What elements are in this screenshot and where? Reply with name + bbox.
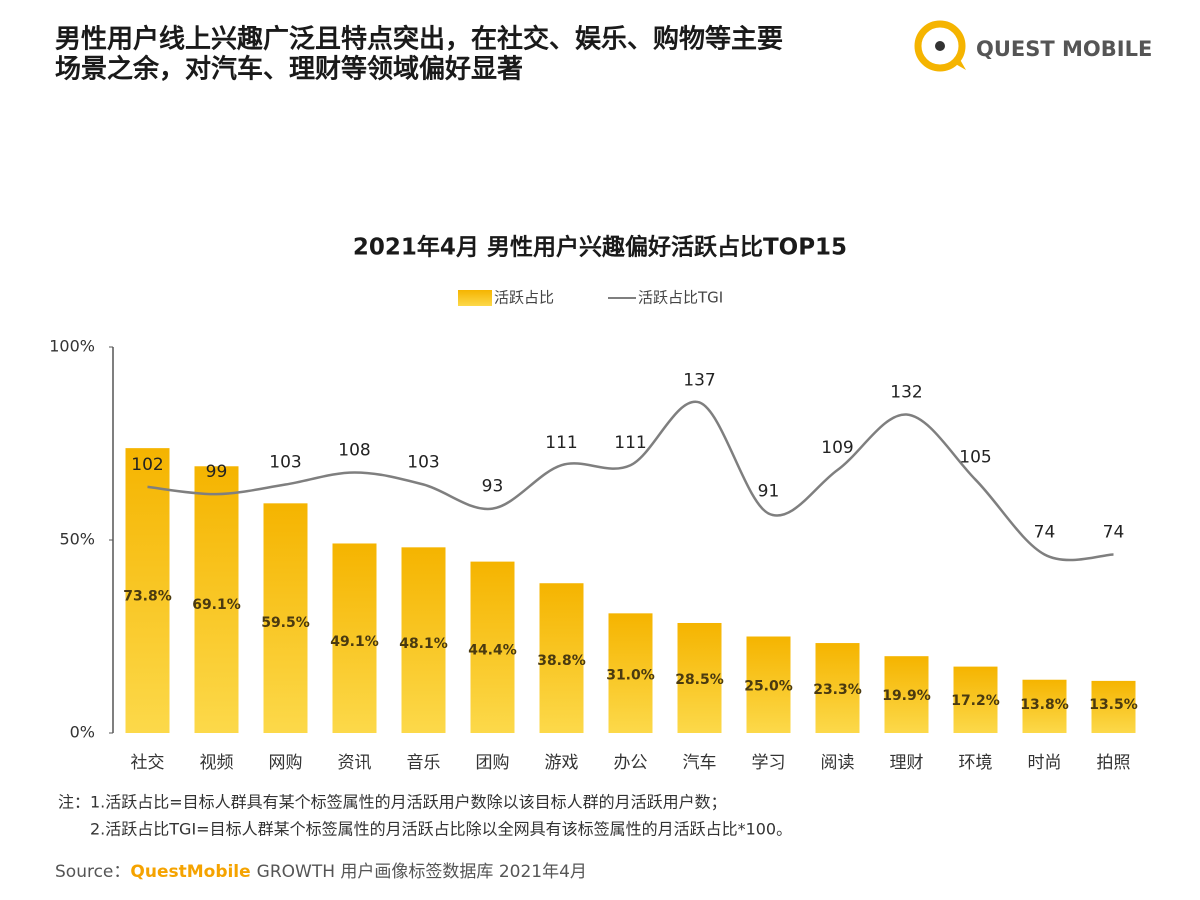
y-tick-label: 50% xyxy=(59,530,95,549)
logo-text: QUEST MOBILE xyxy=(976,37,1152,61)
x-tick-label: 理财 xyxy=(890,753,924,773)
bar-value-label: 59.5% xyxy=(261,615,310,631)
page-title: 场景之余，对汽车、理财等领域偏好显著 xyxy=(55,54,523,85)
bar xyxy=(539,583,584,733)
bar-value-label: 25.0% xyxy=(744,679,793,695)
bar-value-label: 44.4% xyxy=(468,643,517,659)
bar-value-label: 13.8% xyxy=(1020,697,1069,713)
logo-icon xyxy=(914,20,966,72)
bar xyxy=(1091,680,1136,733)
x-tick-label: 社交 xyxy=(131,753,165,773)
bar-value-label: 69.1% xyxy=(192,597,241,613)
bar-value-label: 48.1% xyxy=(399,636,448,652)
line-value-label: 74 xyxy=(1103,522,1125,542)
line-value-label: 99 xyxy=(206,462,228,482)
line-value-label: 103 xyxy=(407,453,439,473)
x-tick-label: 拍照 xyxy=(1097,753,1131,773)
x-tick-label: 时尚 xyxy=(1028,753,1062,773)
bar xyxy=(332,543,377,733)
bar xyxy=(953,666,998,733)
y-tick-label: 0% xyxy=(70,723,95,742)
line-value-label: 103 xyxy=(269,453,301,473)
line-value-label: 91 xyxy=(758,481,780,501)
bar xyxy=(677,622,722,733)
x-tick-label: 资讯 xyxy=(338,753,372,773)
bar xyxy=(194,466,239,733)
x-tick-label: 团购 xyxy=(476,753,510,773)
note: 注：1.活跃占比=目标人群具有某个标签属性的月活跃用户数除以该目标人群的月活跃用… xyxy=(58,793,727,812)
bar-value-label: 38.8% xyxy=(537,653,586,669)
line-value-label: 105 xyxy=(959,448,991,468)
x-tick-label: 环境 xyxy=(959,753,993,773)
bar-value-label: 17.2% xyxy=(951,693,1000,709)
line-value-label: 102 xyxy=(131,455,163,475)
bar-value-label: 23.3% xyxy=(813,682,862,698)
line-value-label: 108 xyxy=(338,440,370,460)
bar-value-label: 31.0% xyxy=(606,668,655,684)
x-tick-label: 游戏 xyxy=(545,753,579,773)
line-value-label: 93 xyxy=(482,477,504,497)
tgi-line xyxy=(147,400,1114,562)
bar xyxy=(815,643,860,733)
bar xyxy=(401,547,446,733)
x-tick-label: 办公 xyxy=(614,753,648,773)
line-value-label: 109 xyxy=(821,438,853,458)
line-value-label: 74 xyxy=(1034,522,1056,542)
bar xyxy=(884,656,929,733)
legend-label: 活跃占比 xyxy=(494,289,554,307)
bar xyxy=(263,503,308,733)
page-title: 男性用户线上兴趣广泛且特点突出，在社交、娱乐、购物等主要 xyxy=(55,24,783,55)
source-prefix: Source： xyxy=(55,862,130,882)
bar-value-label: 73.8% xyxy=(123,588,172,604)
bar xyxy=(746,636,791,733)
note: 2.活跃占比TGI=目标人群某个标签属性的月活跃占比除以全网具有该标签属性的月活… xyxy=(90,820,792,839)
source-brand: QuestMobile xyxy=(130,862,250,882)
bar xyxy=(608,613,653,733)
source-rest: GROWTH 用户画像标签数据库 2021年4月 xyxy=(257,862,587,882)
bar xyxy=(470,561,515,733)
bar-value-label: 19.9% xyxy=(882,688,931,704)
x-tick-label: 汽车 xyxy=(683,753,717,773)
line-value-label: 137 xyxy=(683,370,715,390)
bar-value-label: 49.1% xyxy=(330,634,379,650)
legend-swatch xyxy=(458,290,492,306)
x-tick-label: 视频 xyxy=(200,753,234,773)
line-value-label: 132 xyxy=(890,383,922,403)
x-tick-label: 阅读 xyxy=(821,753,855,773)
legend-label: 活跃占比TGI xyxy=(638,289,723,307)
bar xyxy=(125,448,170,733)
bar-value-label: 13.5% xyxy=(1089,697,1138,713)
bar-value-label: 28.5% xyxy=(675,672,724,688)
line-value-label: 111 xyxy=(545,433,577,453)
y-tick-label: 100% xyxy=(49,337,95,356)
chart-title: 2021年4月 男性用户兴趣偏好活跃占比TOP15 xyxy=(353,234,847,261)
bar xyxy=(1022,679,1067,733)
source: Source：QuestMobile GROWTH 用户画像标签数据库 2021年… xyxy=(55,862,587,882)
x-tick-label: 网购 xyxy=(269,753,303,773)
line-value-label: 111 xyxy=(614,433,646,453)
x-tick-label: 音乐 xyxy=(407,753,441,773)
x-tick-label: 学习 xyxy=(752,753,786,773)
